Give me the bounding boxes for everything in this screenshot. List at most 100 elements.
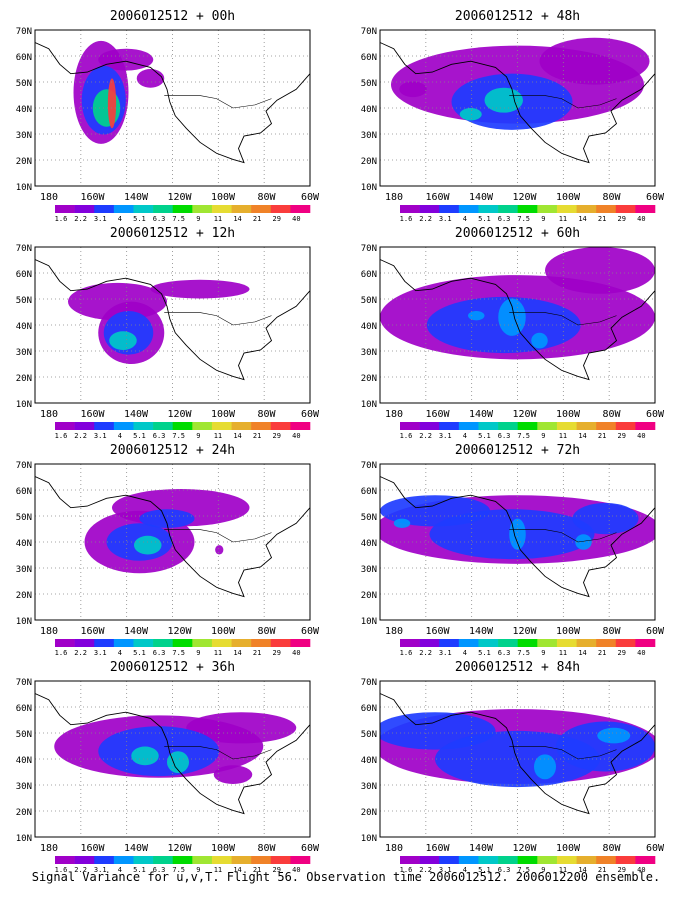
- panel-title: 2006012512 + 60h: [455, 226, 580, 241]
- map-frame: [34, 246, 311, 404]
- lon-tick-label: 60W: [646, 843, 665, 854]
- variance-contour: [109, 331, 137, 350]
- colorbar-label: 1.6: [400, 432, 413, 440]
- lon-tick-label: 120W: [167, 843, 192, 854]
- colorbar-swatch: [635, 856, 656, 864]
- colorbar-swatch: [74, 205, 95, 213]
- lon-tick-label: 120W: [512, 626, 537, 637]
- colorbar-swatch: [439, 856, 460, 864]
- colorbar-label: 21: [598, 866, 606, 874]
- lat-tick-label: 70N: [16, 244, 32, 254]
- colorbar-swatch: [231, 422, 252, 430]
- lon-tick-label: 80W: [602, 626, 621, 637]
- colorbar-label: 7.5: [517, 866, 530, 874]
- colorbar-swatch: [113, 205, 134, 213]
- map-panel: 2006012512 + 72h 10N 20N 30N 40N 50N 60N 70N 180…: [361, 443, 665, 657]
- lat-tick-label: 50N: [361, 730, 377, 740]
- colorbar-swatch: [537, 856, 558, 864]
- map-panel: 2006012512 + 24h 10N 20N 30N 40N 50N 60N 70N 180…: [16, 443, 320, 657]
- lat-tick-label: 50N: [16, 513, 32, 523]
- map-panel: 2006012512 + 60h 10N 20N 30N 40N 50N 60N 70N 180…: [361, 226, 665, 440]
- lat-tick-label: 20N: [16, 157, 32, 167]
- colorbar-label: 6.3: [498, 649, 511, 657]
- colorbar-label: 2.2: [74, 649, 87, 657]
- lon-tick-label: 120W: [167, 192, 192, 203]
- panel-title: 2006012512 + 24h: [110, 443, 235, 458]
- lon-tick-label: 100W: [556, 192, 581, 203]
- colorbar-swatch: [290, 205, 311, 213]
- lat-tick-label: 30N: [361, 565, 377, 575]
- colorbar-label: 3.1: [94, 432, 107, 440]
- colorbar-swatch: [537, 205, 558, 213]
- colorbar-label: 11: [559, 432, 567, 440]
- variance-contour: [150, 279, 250, 299]
- colorbar-swatch: [517, 856, 538, 864]
- colorbar-swatch: [290, 639, 311, 647]
- colorbar-label: 7.5: [172, 866, 185, 874]
- lon-tick-label: 80W: [602, 843, 621, 854]
- colorbar-swatch: [251, 422, 272, 430]
- colorbar-label: 11: [214, 866, 222, 874]
- lon-tick-label: 180: [40, 626, 58, 637]
- colorbar-swatch: [400, 205, 420, 213]
- colorbar-label: 40: [637, 866, 645, 874]
- colorbar-swatch: [172, 422, 193, 430]
- colorbar-swatch: [615, 639, 636, 647]
- panel-title: 2006012512 + 72h: [455, 443, 580, 458]
- colorbar-label: 2.2: [74, 215, 87, 223]
- lat-tick-label: 70N: [361, 27, 377, 37]
- lat-tick-label: 60N: [16, 704, 32, 714]
- colorbar-label: 1.6: [55, 649, 68, 657]
- colorbar-swatch: [478, 639, 499, 647]
- colorbar-label: 21: [253, 215, 261, 223]
- lon-tick-label: 180: [385, 409, 403, 420]
- colorbar-swatch: [172, 856, 193, 864]
- political-border: [509, 312, 617, 326]
- variance-contour: [167, 751, 189, 774]
- lat-tick-label: 70N: [361, 244, 377, 254]
- lat-tick-label: 40N: [361, 539, 377, 549]
- colorbar-swatch: [635, 639, 656, 647]
- lat-tick-label: 40N: [16, 322, 32, 332]
- colorbar-swatch: [419, 422, 440, 430]
- map-layers: [35, 30, 310, 186]
- colorbar-swatch: [270, 422, 291, 430]
- colorbar-label: 7.5: [172, 215, 185, 223]
- lon-tick-label: 180: [385, 843, 403, 854]
- variance-contour: [545, 247, 655, 294]
- lat-tick-label: 60N: [16, 53, 32, 63]
- lat-tick-label: 30N: [361, 131, 377, 141]
- lat-tick-label: 50N: [361, 296, 377, 306]
- colorbar-swatch: [576, 422, 597, 430]
- colorbar-label: 6.3: [153, 866, 166, 874]
- variance-contour: [213, 765, 253, 784]
- lon-tick-label: 120W: [512, 843, 537, 854]
- colorbar-label: 14: [578, 432, 586, 440]
- colorbar-label: 40: [292, 866, 300, 874]
- colorbar-label: 29: [273, 215, 281, 223]
- colorbar-label: 4: [118, 215, 122, 223]
- colorbar-swatch: [192, 205, 213, 213]
- map-frame: [34, 29, 311, 187]
- colorbar-label: 5.1: [478, 866, 491, 874]
- colorbar-label: 6.3: [153, 215, 166, 223]
- colorbar-label: 9: [541, 649, 545, 657]
- colorbar-label: 29: [618, 866, 626, 874]
- lat-tick-label: 10N: [16, 834, 32, 844]
- colorbar-swatch: [133, 639, 154, 647]
- colorbar-label: 6.3: [153, 432, 166, 440]
- lon-tick-label: 160W: [425, 192, 450, 203]
- map-layers: [35, 464, 310, 620]
- lon-tick-label: 140W: [469, 626, 494, 637]
- variance-contour: [459, 108, 482, 121]
- lon-tick-label: 140W: [469, 192, 494, 203]
- lat-tick-label: 70N: [16, 678, 32, 688]
- lon-tick-label: 180: [40, 409, 58, 420]
- colorbar-swatch: [251, 205, 272, 213]
- colorbar-swatch: [478, 205, 499, 213]
- colorbar-swatch: [94, 422, 115, 430]
- colorbar-label: 9: [196, 432, 200, 440]
- coastline: [380, 259, 655, 381]
- variance-contour: [186, 712, 297, 744]
